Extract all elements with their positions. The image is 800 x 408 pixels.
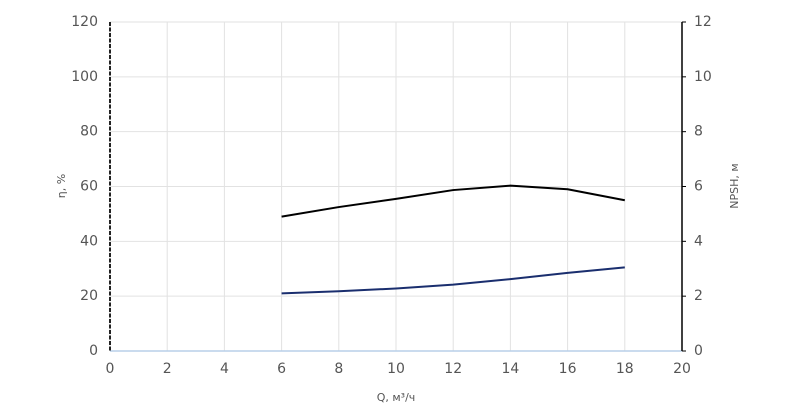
y-tick-label: 0 [89,343,98,359]
y-tick-label: 20 [80,288,98,304]
x-tick-label: 2 [163,361,172,377]
series-line [281,266,625,295]
x-tick-label: 14 [501,361,519,377]
y-tick-label: 60 [80,179,98,195]
y-tick-label: 80 [80,124,98,140]
y2-tick-label: 4 [694,233,703,249]
x-tick-label: 10 [387,361,405,377]
y-tick-label: 100 [71,69,98,85]
y2-tick-label: 0 [694,343,703,359]
y2-tick-label: 12 [694,14,712,30]
x-tick-label: 4 [220,361,229,377]
x-tick-label: 0 [106,361,115,377]
x-tick-label: 6 [277,361,286,377]
x-tick-label: 18 [616,361,634,377]
y2-tick-label: 10 [694,69,712,85]
y-tick-label: 120 [71,14,98,30]
y2-axis-label: NPSH, м [728,163,741,208]
series-line [281,184,625,218]
x-tick-label: 20 [673,361,691,377]
x-tick-label: 8 [334,361,343,377]
y2-tick-label: 2 [694,288,703,304]
y-tick-label: 40 [80,233,98,249]
x-tick-label: 12 [444,361,462,377]
y2-tick-label: 6 [694,179,703,195]
x-tick-label: 16 [559,361,577,377]
x-axis-label: Q, м³/ч [377,391,416,404]
y2-tick-label: 8 [694,124,703,140]
y-axis-label: η, % [55,174,68,198]
